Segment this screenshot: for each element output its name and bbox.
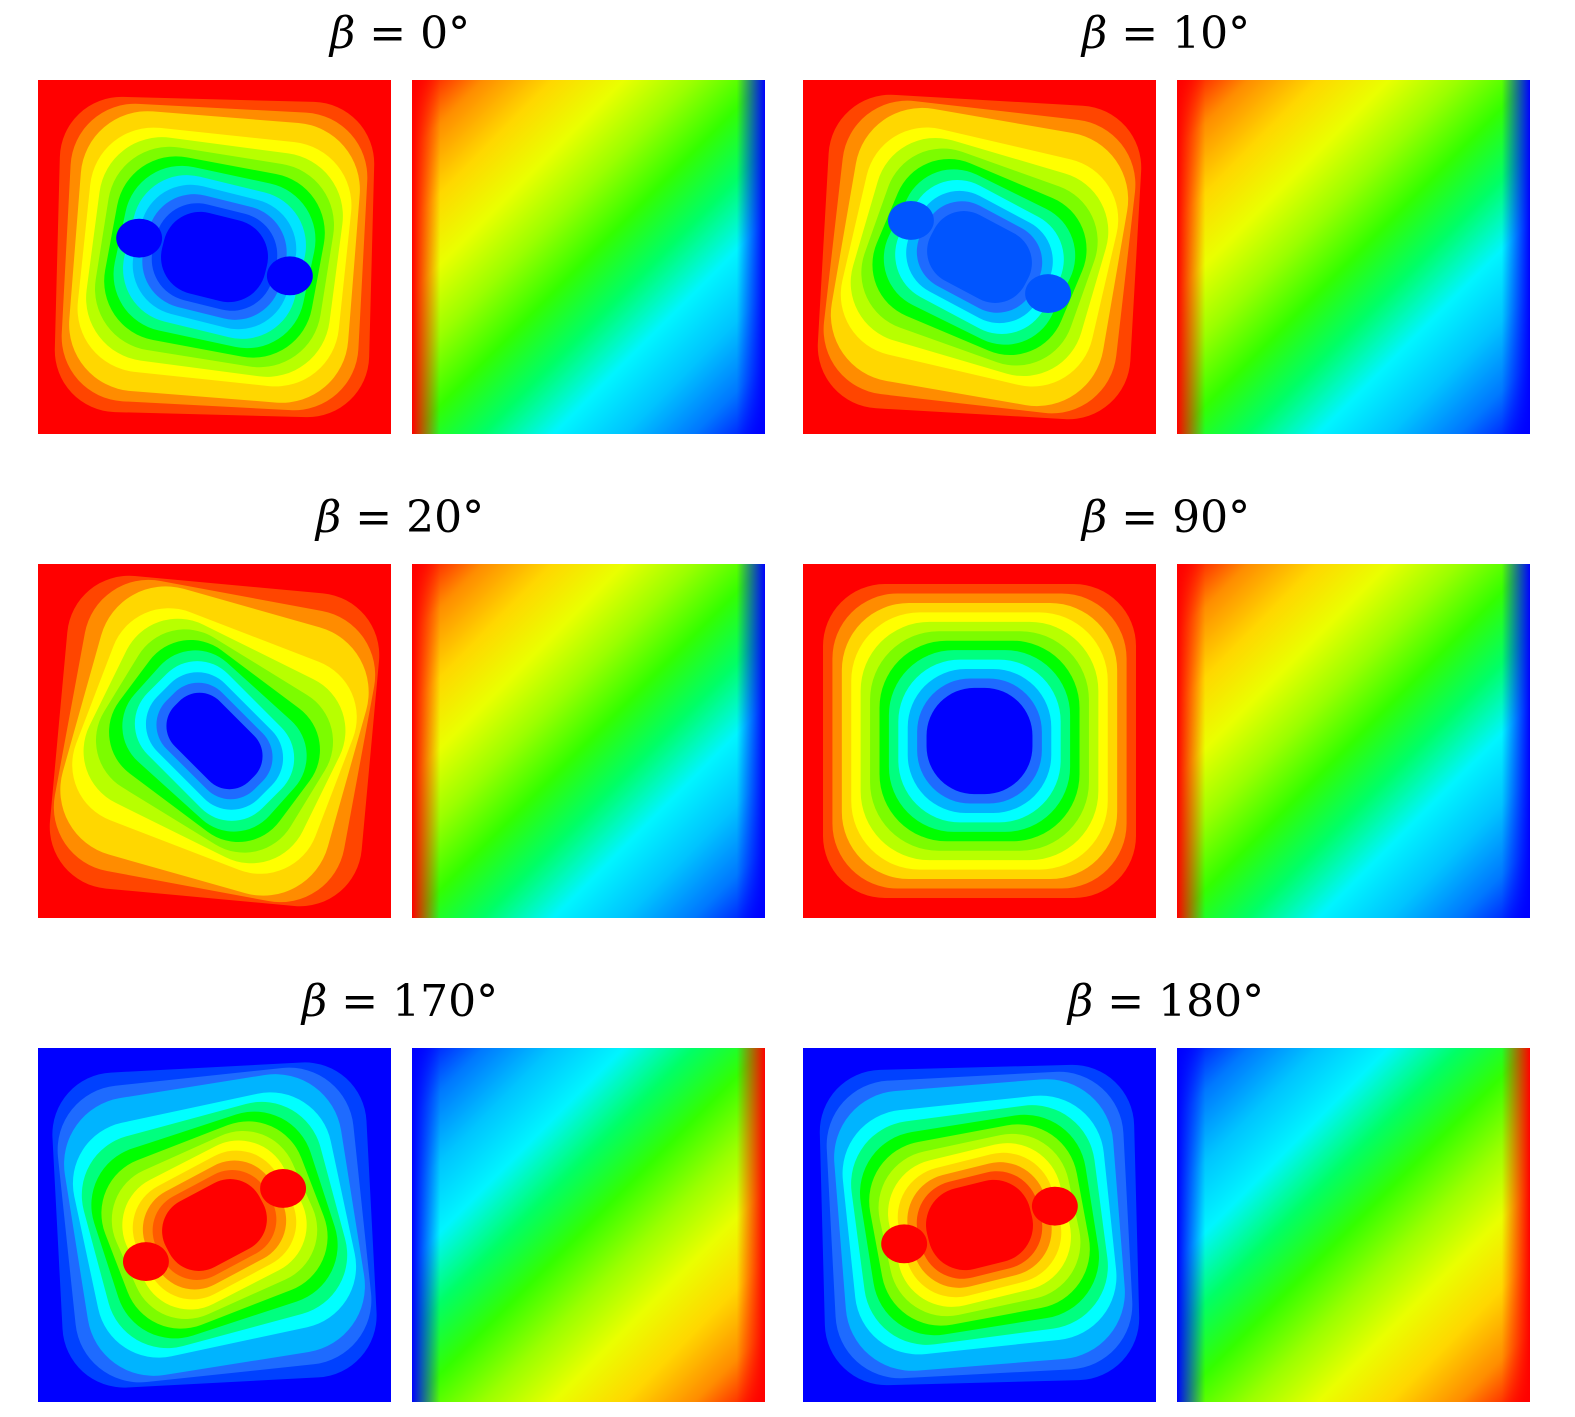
beta-symbol: β: [1067, 976, 1094, 1027]
panel-title-4: β = 90°: [966, 492, 1366, 544]
panel-title-6: β = 180°: [966, 976, 1366, 1028]
boundary-layer-right: [736, 80, 765, 434]
contour-extremum: [881, 1224, 928, 1264]
contour-plot-left-3: [38, 564, 391, 918]
beta-symbol: β: [329, 8, 356, 59]
contour-extremum: [266, 256, 313, 296]
contour-band: [926, 687, 1033, 795]
contour-left-svg: [803, 80, 1156, 434]
contour-field: [1177, 80, 1530, 434]
contour-extremum: [116, 218, 163, 258]
contour-plot-left-2: [803, 80, 1156, 434]
contour-band: [926, 1179, 1033, 1271]
contour-right-svg: [1177, 1048, 1530, 1402]
angle-value: 0°: [420, 8, 471, 59]
contour-right-svg: [412, 80, 765, 434]
panel-title-1: β = 0°: [200, 8, 600, 60]
panel-title-3: β = 20°: [200, 492, 600, 544]
angle-value: 180°: [1158, 976, 1265, 1027]
contour-left-svg: [38, 80, 391, 434]
contour-plot-left-4: [803, 564, 1156, 918]
boundary-layer-right: [736, 1048, 765, 1402]
boundary-layer-left: [1177, 80, 1206, 434]
contour-left-svg: [38, 1048, 391, 1402]
panel-title-5: β = 170°: [200, 976, 600, 1028]
contour-plot-left-1: [38, 80, 391, 434]
boundary-layer-left: [1177, 1048, 1206, 1402]
contour-plot-right-2: [1177, 80, 1530, 434]
equals-sign: =: [341, 976, 379, 1027]
boundary-layer-left: [412, 80, 441, 434]
contour-right-svg: [1177, 80, 1530, 434]
contour-right-svg: [412, 1048, 765, 1402]
contour-field: [1177, 1048, 1530, 1402]
contour-left-svg: [803, 1048, 1156, 1402]
equals-sign: =: [355, 492, 393, 543]
contour-band: [162, 1179, 267, 1271]
boundary-layer-right: [1501, 1048, 1530, 1402]
angle-value: 10°: [1172, 8, 1251, 59]
contour-field: [412, 80, 765, 434]
angle-value: 20°: [406, 492, 485, 543]
boundary-layer-left: [412, 564, 441, 918]
boundary-layer-left: [1177, 564, 1206, 918]
contour-field: [1177, 564, 1530, 918]
contour-extremum: [887, 200, 934, 240]
beta-symbol: β: [1081, 8, 1108, 59]
contour-plot-right-5: [412, 1048, 765, 1402]
boundary-layer-right: [736, 564, 765, 918]
contour-extremum: [1031, 1186, 1078, 1226]
contour-right-svg: [412, 564, 765, 918]
contour-right-svg: [1177, 564, 1530, 918]
contour-extremum: [122, 1242, 169, 1282]
contour-extremum: [260, 1168, 307, 1208]
angle-value: 170°: [392, 976, 499, 1027]
contour-left-svg: [803, 564, 1156, 918]
contour-band: [166, 692, 263, 790]
equals-sign: =: [1121, 492, 1159, 543]
contour-field: [412, 1048, 765, 1402]
contour-extremum: [1025, 274, 1072, 314]
contour-plot-left-5: [38, 1048, 391, 1402]
contour-plot-right-1: [412, 80, 765, 434]
boundary-layer-right: [1501, 564, 1530, 918]
contour-band: [927, 211, 1032, 303]
contour-left-svg: [38, 564, 391, 918]
equals-sign: =: [1121, 8, 1159, 59]
beta-symbol: β: [315, 492, 342, 543]
contour-plot-right-3: [412, 564, 765, 918]
equals-sign: =: [1107, 976, 1145, 1027]
boundary-layer-left: [412, 1048, 441, 1402]
contour-plot-right-4: [1177, 564, 1530, 918]
contour-plot-left-6: [803, 1048, 1156, 1402]
panel-title-2: β = 10°: [966, 8, 1366, 60]
beta-symbol: β: [301, 976, 328, 1027]
contour-band: [161, 211, 268, 303]
beta-symbol: β: [1081, 492, 1108, 543]
contour-field: [412, 564, 765, 918]
boundary-layer-right: [1501, 80, 1530, 434]
angle-value: 90°: [1172, 492, 1251, 543]
equals-sign: =: [369, 8, 407, 59]
contour-plot-right-6: [1177, 1048, 1530, 1402]
